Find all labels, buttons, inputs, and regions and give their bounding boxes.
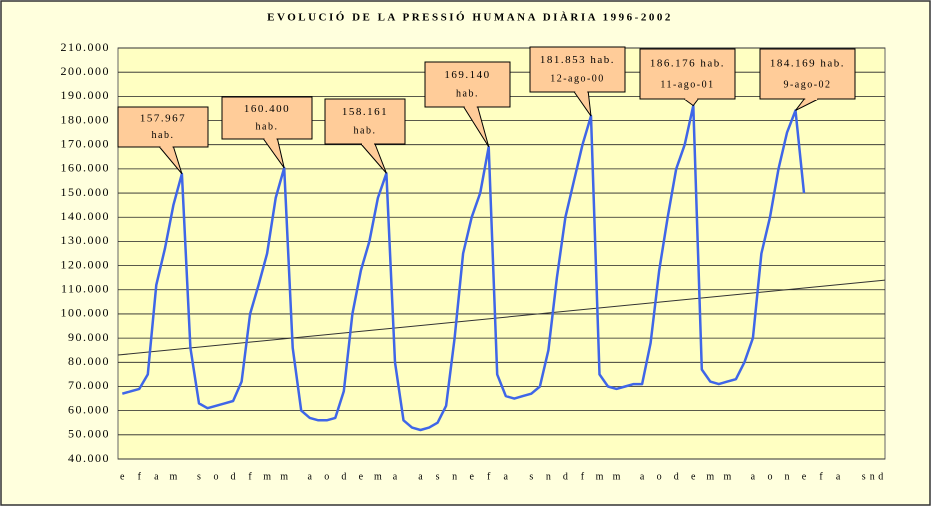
y-tick-label: 50.000 (68, 427, 110, 441)
y-tick-label: 60.000 (68, 402, 110, 416)
y-tick-label: 40.000 (68, 451, 110, 465)
y-tick-label: 180.000 (61, 112, 111, 126)
y-tick-label: 110.000 (61, 282, 110, 296)
callout-box (424, 61, 511, 108)
x-tick-label: n (784, 471, 789, 482)
y-tick-label: 190.000 (61, 88, 111, 102)
x-tick-label: f (581, 471, 585, 482)
callout-pointer (683, 98, 699, 107)
x-tick-label: o (657, 471, 662, 482)
y-tick-label: 80.000 (68, 354, 110, 368)
x-tick-label: e (802, 471, 807, 482)
callout-pointer (795, 98, 819, 111)
callout-text: 12-ago-00 (550, 74, 605, 85)
callout-text: hab. (456, 89, 479, 100)
callout-text: 186.176 hab. (650, 58, 725, 70)
x-tick-label: f (138, 471, 142, 482)
x-tick-label: n (870, 471, 875, 482)
x-tick-label: o (214, 471, 219, 482)
x-tick-label: a (393, 471, 398, 482)
y-tick-label: 140.000 (61, 209, 111, 223)
callout-box (529, 46, 626, 93)
x-tick-label: m (263, 471, 271, 482)
x-tick-label: a (308, 471, 313, 482)
x-tick-label: e (120, 471, 125, 482)
x-tick-label: o (767, 471, 772, 482)
x-tick-label: d (341, 471, 346, 482)
callout-box (759, 48, 856, 100)
x-tick-label: s (862, 471, 866, 482)
y-tick-label: 90.000 (68, 330, 110, 344)
callout-pointer (360, 143, 387, 174)
callout-pointer (263, 138, 285, 169)
callout-text: 11-ago-01 (660, 79, 714, 90)
x-tick-label: d (231, 471, 236, 482)
y-tick-label: 210.000 (61, 40, 111, 54)
x-tick-label: a (836, 471, 841, 482)
x-tick-label: e (691, 471, 696, 482)
callout-text: 184.169 hab. (770, 58, 845, 70)
callout-pointer (573, 91, 592, 117)
x-tick-label: d (674, 471, 679, 482)
x-tick-label: s (197, 471, 201, 482)
callout-text: hab. (256, 122, 279, 133)
callout-text: 9-ago-02 (783, 79, 831, 90)
y-tick-label: 120.000 (61, 257, 111, 271)
x-tick-label: n (546, 471, 551, 482)
x-tick-label: e (469, 471, 474, 482)
x-tick-label: m (706, 471, 714, 482)
x-tick-label: o (324, 471, 329, 482)
callout-box (221, 96, 313, 140)
callout-box (639, 48, 736, 100)
x-tick-label: d (563, 471, 568, 482)
x-tick-label: m (170, 471, 178, 482)
callout-text: 157.967 (140, 113, 186, 125)
x-tick-label: m (280, 471, 288, 482)
callout-pointer (159, 146, 183, 175)
x-tick-label: f (819, 471, 823, 482)
x-tick-label: f (487, 471, 491, 482)
y-tick-label: 100.000 (61, 306, 111, 320)
x-tick-label: n (452, 471, 457, 482)
x-tick-label: f (248, 471, 252, 482)
x-tick-label: m (723, 471, 731, 482)
x-tick-label: m (596, 471, 604, 482)
y-tick-label: 150.000 (61, 185, 111, 199)
x-tick-label: m (613, 471, 621, 482)
callout-pointer (463, 106, 490, 148)
callout-text: 169.140 (444, 69, 490, 81)
x-tick-label: a (640, 471, 645, 482)
y-tick-label: 170.000 (61, 136, 111, 150)
x-tick-label: s (529, 471, 533, 482)
x-tick-label: d (878, 471, 883, 482)
callout-text: 158.161 (342, 106, 388, 118)
y-tick-label: 70.000 (68, 378, 110, 392)
y-tick-label: 200.000 (61, 64, 111, 78)
callout-text: 160.400 (244, 103, 290, 115)
x-tick-label: a (751, 471, 756, 482)
x-tick-label: e (359, 471, 364, 482)
x-tick-label: s (436, 471, 440, 482)
x-tick-label: a (418, 471, 423, 482)
callout-text: hab. (152, 130, 175, 141)
chart-title: EVOLUCIÓ DE LA PRESSIÓ HUMANA DIÀRIA 199… (267, 12, 673, 24)
x-tick-label: m (374, 471, 382, 482)
y-tick-label: 160.000 (61, 161, 111, 175)
y-tick-label: 130.000 (61, 233, 111, 247)
data-line (121, 104, 806, 432)
x-tick-label: a (504, 471, 509, 482)
callout-text: hab. (354, 126, 377, 137)
x-tick-label: a (154, 471, 159, 482)
callout-text: 181.853 hab. (540, 54, 615, 66)
